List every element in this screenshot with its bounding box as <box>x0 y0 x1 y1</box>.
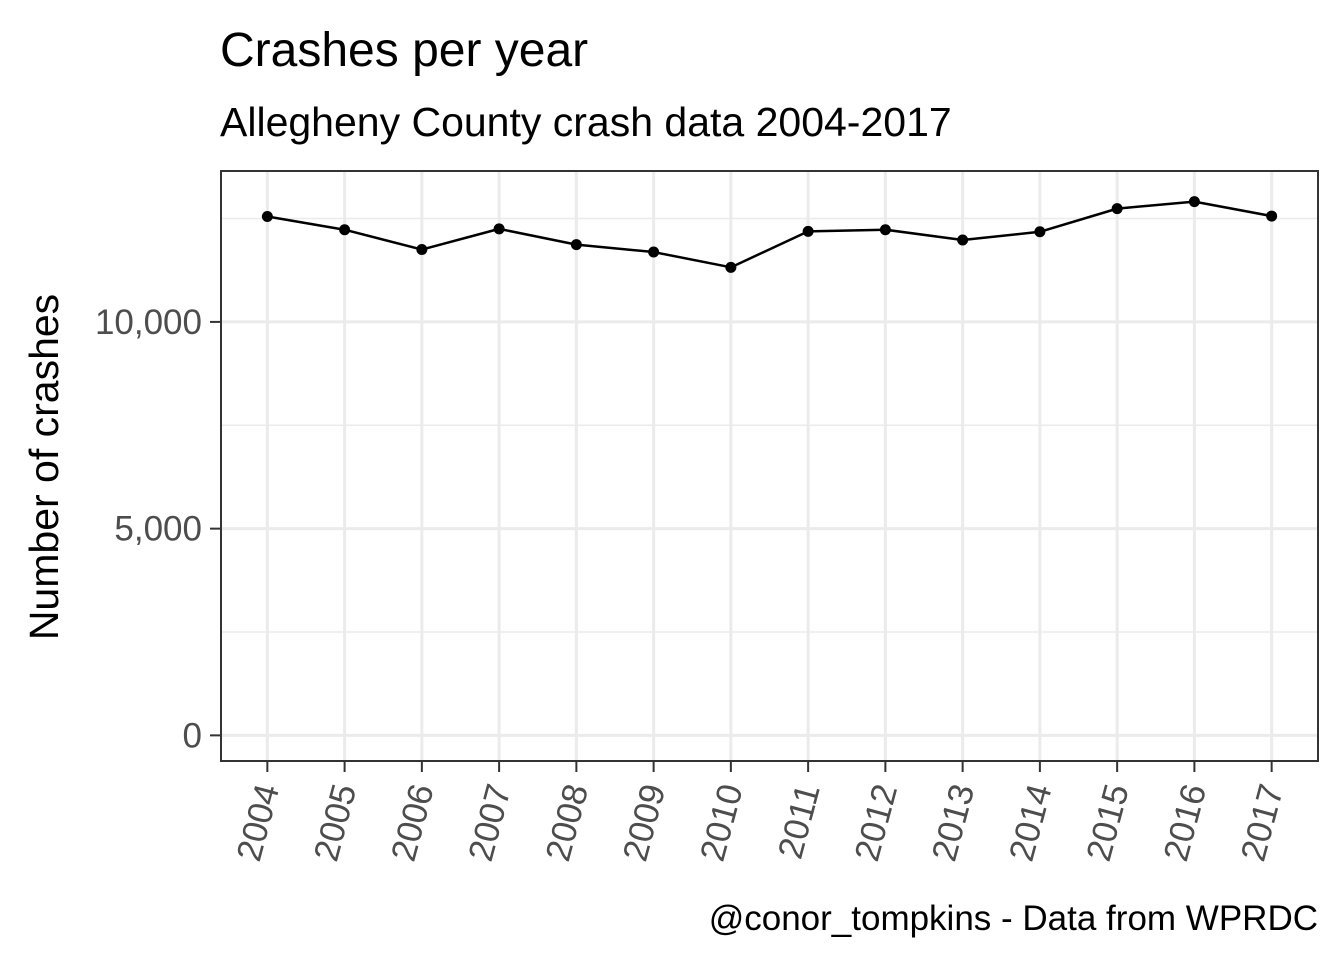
data-point <box>570 239 582 251</box>
data-point <box>1188 196 1200 208</box>
x-tick-label: 2011 <box>771 780 828 863</box>
data-point <box>261 210 273 222</box>
chart-subtitle: Allegheny County crash data 2004-2017 <box>220 99 952 145</box>
data-point <box>493 223 505 235</box>
data-point <box>802 225 814 237</box>
y-tick-label: 10,000 <box>95 303 202 342</box>
x-tick-label: 2012 <box>847 780 905 865</box>
x-tick-label: 2015 <box>1079 780 1137 865</box>
panel-border <box>220 170 1319 762</box>
x-tick-label: 2017 <box>1234 780 1292 865</box>
data-point <box>416 244 428 256</box>
panel-background <box>221 171 1318 761</box>
data-point <box>957 234 969 246</box>
data-point <box>648 246 660 258</box>
plot-panel: 0 5,000 10,000 2004 2005 2006 2007 2008 2009 2010… <box>95 170 1319 865</box>
y-axis-title: Number of crashes <box>21 294 67 640</box>
x-tick-label: 2013 <box>925 780 983 865</box>
chart-title: Crashes per year <box>220 24 588 77</box>
y-tick-label: 5,000 <box>114 510 202 549</box>
y-tick-label: 0 <box>183 716 202 755</box>
x-tick-label: 2004 <box>229 780 287 865</box>
chart-caption: @conor_tompkins - Data from WPRDC <box>709 899 1318 938</box>
x-tick-label: 2006 <box>384 780 442 865</box>
data-point <box>1034 226 1046 238</box>
x-tick-label: 2014 <box>1002 780 1060 865</box>
x-tick-label: 2010 <box>693 780 751 865</box>
data-point <box>725 261 737 273</box>
x-tick-label: 2009 <box>616 780 674 865</box>
data-point <box>879 224 891 236</box>
data-point <box>1111 203 1123 215</box>
data-point <box>339 224 351 236</box>
x-tick-label: 2005 <box>307 780 365 865</box>
series-line <box>267 200 1272 269</box>
x-tick-label: 2008 <box>538 780 596 865</box>
x-tick-label: 2016 <box>1156 780 1214 865</box>
data-point <box>1266 210 1278 222</box>
x-tick-label: 2007 <box>461 780 519 865</box>
